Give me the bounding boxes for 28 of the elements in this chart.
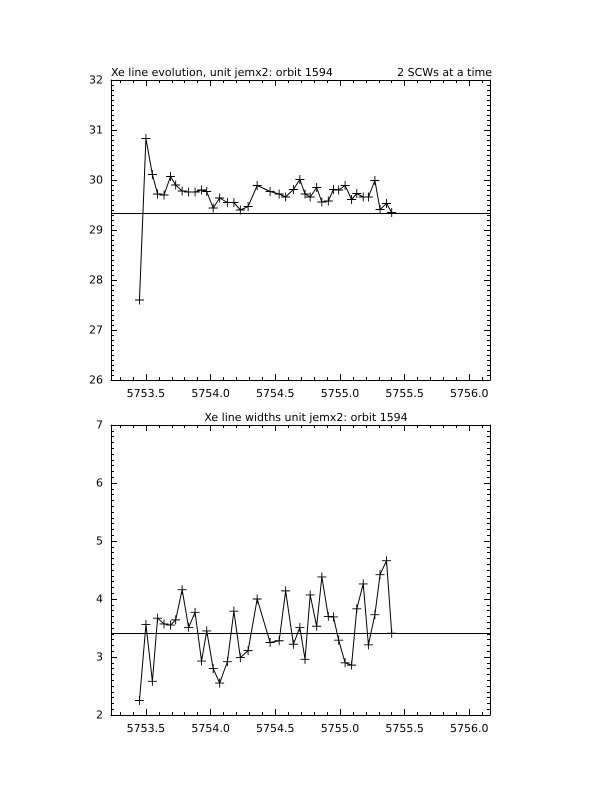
x-tick-label: 5754.0 <box>191 387 230 400</box>
y-tick-label: 32 <box>89 74 103 86</box>
x-tick-label: 5756.0 <box>450 722 489 735</box>
chart-subtitle: 2 SCWs at a time <box>397 66 492 79</box>
y-tick-label: 4 <box>96 592 103 606</box>
x-tick-label: 5754.5 <box>256 387 295 400</box>
y-tick-label: 30 <box>89 174 103 186</box>
chart-title: Xe line widths unit jemx2: orbit 1594 <box>204 411 408 424</box>
x-tick-label: 5755.5 <box>385 722 424 735</box>
y-tick-label: 7 <box>96 418 103 432</box>
y-tick-label: 27 <box>89 324 103 336</box>
y-tick-label: 29 <box>89 224 103 236</box>
x-tick-label: 5755.0 <box>320 722 360 735</box>
x-tick-label: 5755.5 <box>385 387 424 400</box>
x-tick-label: 5754.0 <box>191 722 230 735</box>
x-tick-label: 5753.5 <box>126 387 166 400</box>
y-tick-label: 6 <box>96 476 103 490</box>
x-tick-label: 5754.5 <box>256 722 295 735</box>
y-tick-label: 5 <box>96 534 103 548</box>
y-tick-label: 28 <box>89 274 103 286</box>
y-tick-label: 26 <box>89 374 103 386</box>
y-tick-label: 3 <box>96 650 103 664</box>
x-tick-label: 5753.5 <box>126 722 166 735</box>
chart-title: Xe line evolution, unit jemx2: orbit 1594 <box>111 66 333 79</box>
y-tick-label: 2 <box>96 708 103 722</box>
y-tick-label: 31 <box>89 124 103 136</box>
x-tick-label: 5755.0 <box>320 387 360 400</box>
x-tick-label: 5756.0 <box>450 387 489 400</box>
